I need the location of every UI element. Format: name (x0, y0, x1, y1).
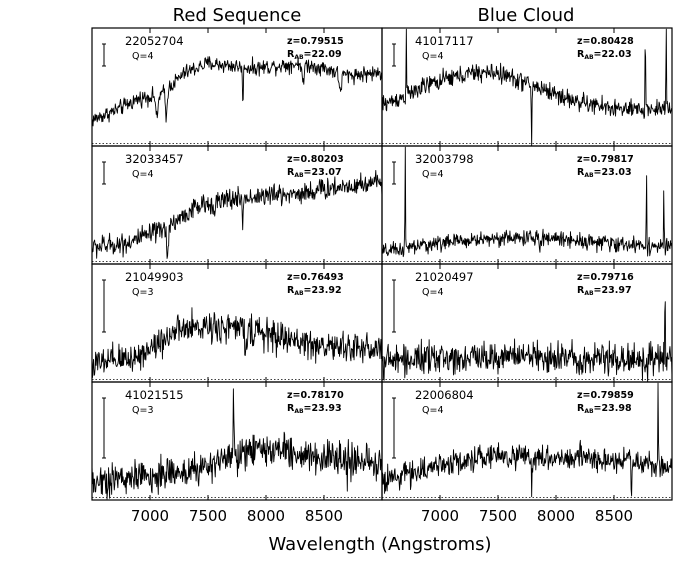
object-id-label: 21049903 (125, 270, 184, 284)
object-id-label: 32033457 (125, 152, 184, 166)
spectrum-panel-21020497: 21020497 Q=4 z=0.79716 RAB=23.97 (381, 263, 673, 383)
magnitude-subscript: AB (294, 408, 304, 415)
quality-label: Q=4 (422, 169, 443, 180)
magnitude-label: RAB=23.98 (577, 403, 632, 415)
magnitude-subscript: AB (584, 408, 594, 415)
spectrum-panel-41021515: 41021515 Q=3 z=0.78170 RAB=23.93 7000 7500 800… (91, 381, 383, 525)
magnitude-value: =23.98 (594, 403, 632, 414)
spectrum-panel-32033457: 32033457 Q=4 z=0.80203 RAB=23.07 (91, 145, 383, 265)
redshift-label: z=0.79716 (577, 272, 634, 283)
magnitude-symbol: R (577, 49, 585, 60)
magnitude-label: RAB=22.03 (577, 49, 632, 61)
redshift-label: z=0.80428 (577, 36, 634, 47)
redshift-label: z=0.79859 (577, 390, 634, 401)
redshift-label: z=0.79817 (577, 154, 634, 165)
magnitude-symbol: R (287, 403, 295, 414)
magnitude-value: =23.92 (304, 285, 342, 296)
spectrum-panel-22006804: 22006804 Q=4 z=0.79859 RAB=23.98 7000 7500 800… (381, 381, 673, 525)
column-title-blue-cloud: Blue Cloud (478, 5, 575, 26)
x-tick-label: 8000 (537, 507, 575, 525)
magnitude-subscript: AB (584, 54, 594, 61)
magnitude-value: =22.03 (594, 49, 632, 60)
magnitude-symbol: R (287, 285, 295, 296)
magnitude-label: RAB=23.97 (577, 285, 632, 297)
quality-label: Q=4 (132, 51, 153, 62)
magnitude-value: =23.97 (594, 285, 632, 296)
x-tick-label: 7500 (189, 507, 227, 525)
quality-label: Q=3 (132, 287, 153, 298)
x-tick-label: 7500 (479, 507, 517, 525)
x-tick-label: 8500 (595, 507, 633, 525)
magnitude-subscript: AB (294, 290, 304, 297)
quality-label: Q=4 (422, 287, 443, 298)
quality-label: Q=4 (132, 169, 153, 180)
spectrum-line (381, 382, 673, 498)
magnitude-subscript: AB (584, 172, 594, 179)
spectrum-line (381, 301, 673, 383)
object-id-label: 22006804 (415, 388, 474, 402)
x-tick-label: 7000 (131, 507, 169, 525)
x-tick-label: 8500 (305, 507, 343, 525)
magnitude-symbol: R (287, 167, 295, 178)
x-tick-label: 8000 (247, 507, 285, 525)
magnitude-symbol: R (577, 285, 585, 296)
magnitude-label: RAB=23.07 (287, 167, 342, 179)
column-title-red-sequence: Red Sequence (173, 5, 302, 26)
redshift-label: z=0.76493 (287, 272, 344, 283)
spectrum-panel-32003798: 32003798 Q=4 z=0.79817 RAB=23.03 (381, 145, 673, 265)
x-axis-label: Wavelength (Angstroms) (268, 534, 491, 555)
x-tick-label: 7000 (421, 507, 459, 525)
magnitude-label: RAB=23.93 (287, 403, 342, 415)
magnitude-symbol: R (577, 403, 585, 414)
spectrum-line (381, 28, 673, 147)
quality-label: Q=4 (422, 51, 443, 62)
redshift-label: z=0.80203 (287, 154, 344, 165)
spectrum-line (381, 146, 673, 258)
magnitude-symbol: R (287, 49, 295, 60)
magnitude-label: RAB=23.92 (287, 285, 342, 297)
object-id-label: 22052704 (125, 34, 184, 48)
quality-label: Q=4 (422, 405, 443, 416)
panels-group: 22052704Q=4z=0.79515RAB=22.0941017117Q=4… (91, 27, 673, 525)
quality-label: Q=3 (132, 405, 153, 416)
magnitude-value: =23.03 (594, 167, 632, 178)
redshift-label: z=0.79515 (287, 36, 344, 47)
redshift-label: z=0.78170 (287, 390, 344, 401)
magnitude-symbol: R (577, 167, 585, 178)
spectrum-line (91, 307, 383, 378)
spectrum-line (91, 56, 383, 127)
magnitude-value: =23.93 (304, 403, 342, 414)
magnitude-subscript: AB (294, 54, 304, 61)
spectrum-panel-41017117: 41017117 Q=4 z=0.80428 RAB=22.03 (381, 27, 673, 147)
magnitude-value: =23.07 (304, 167, 342, 178)
object-id-label: 21020497 (415, 270, 474, 284)
panel-frame (381, 381, 673, 501)
magnitude-label: RAB=22.09 (287, 49, 342, 61)
spectrum-panel-21049903: 21049903 Q=3 z=0.76493 RAB=23.92 (91, 263, 383, 383)
magnitude-label: RAB=23.03 (577, 167, 632, 179)
object-id-label: 41021515 (125, 388, 184, 402)
object-id-label: 41017117 (415, 34, 474, 48)
spectrum-line (91, 388, 383, 500)
magnitude-subscript: AB (584, 290, 594, 297)
magnitude-subscript: AB (294, 172, 304, 179)
object-id-label: 32003798 (415, 152, 474, 166)
spectrum-line (91, 169, 383, 259)
spectrum-panel-22052704: 22052704 Q=4 z=0.79515 RAB=22.09 (91, 27, 383, 147)
magnitude-value: =22.09 (304, 49, 342, 60)
